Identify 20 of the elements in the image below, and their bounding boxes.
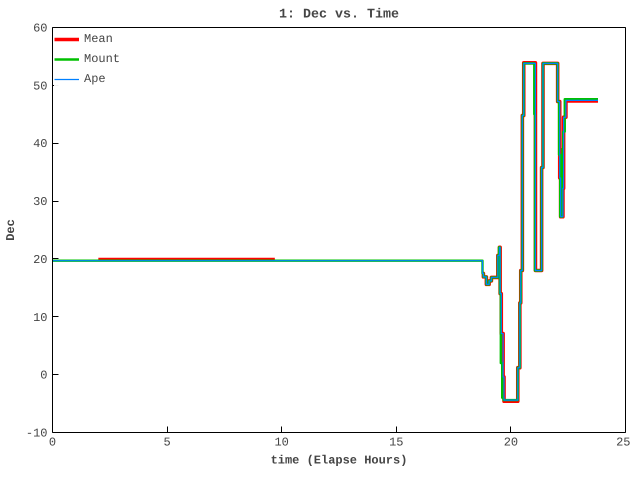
x-axis-title: time (Elapse Hours) — [270, 454, 408, 468]
chart-title: 1: Dec vs. Time — [279, 8, 399, 22]
x-tick-label: 15 — [389, 436, 404, 450]
y-tick-label: 10 — [33, 310, 48, 325]
x-tick-label: 5 — [164, 436, 171, 450]
x-tick-label: 25 — [616, 436, 631, 450]
x-tick-label: 10 — [274, 436, 289, 450]
legend-label: Mean — [84, 32, 113, 46]
legend-label: Ape — [84, 72, 106, 86]
y-tick-label: 50 — [33, 79, 48, 94]
y-tick-label: 30 — [33, 195, 48, 210]
y-tick-label: 0 — [40, 368, 48, 383]
y-tick-label: 20 — [33, 252, 48, 267]
legend-label: Mount — [84, 52, 120, 66]
y-tick-label: 60 — [33, 22, 48, 36]
y-axis-title: Dec — [4, 219, 18, 241]
x-tick-label: 20 — [504, 436, 518, 450]
y-tick-label: 40 — [33, 137, 48, 152]
x-tick-label: 0 — [48, 436, 56, 450]
y-tick-label: -10 — [26, 426, 48, 440]
